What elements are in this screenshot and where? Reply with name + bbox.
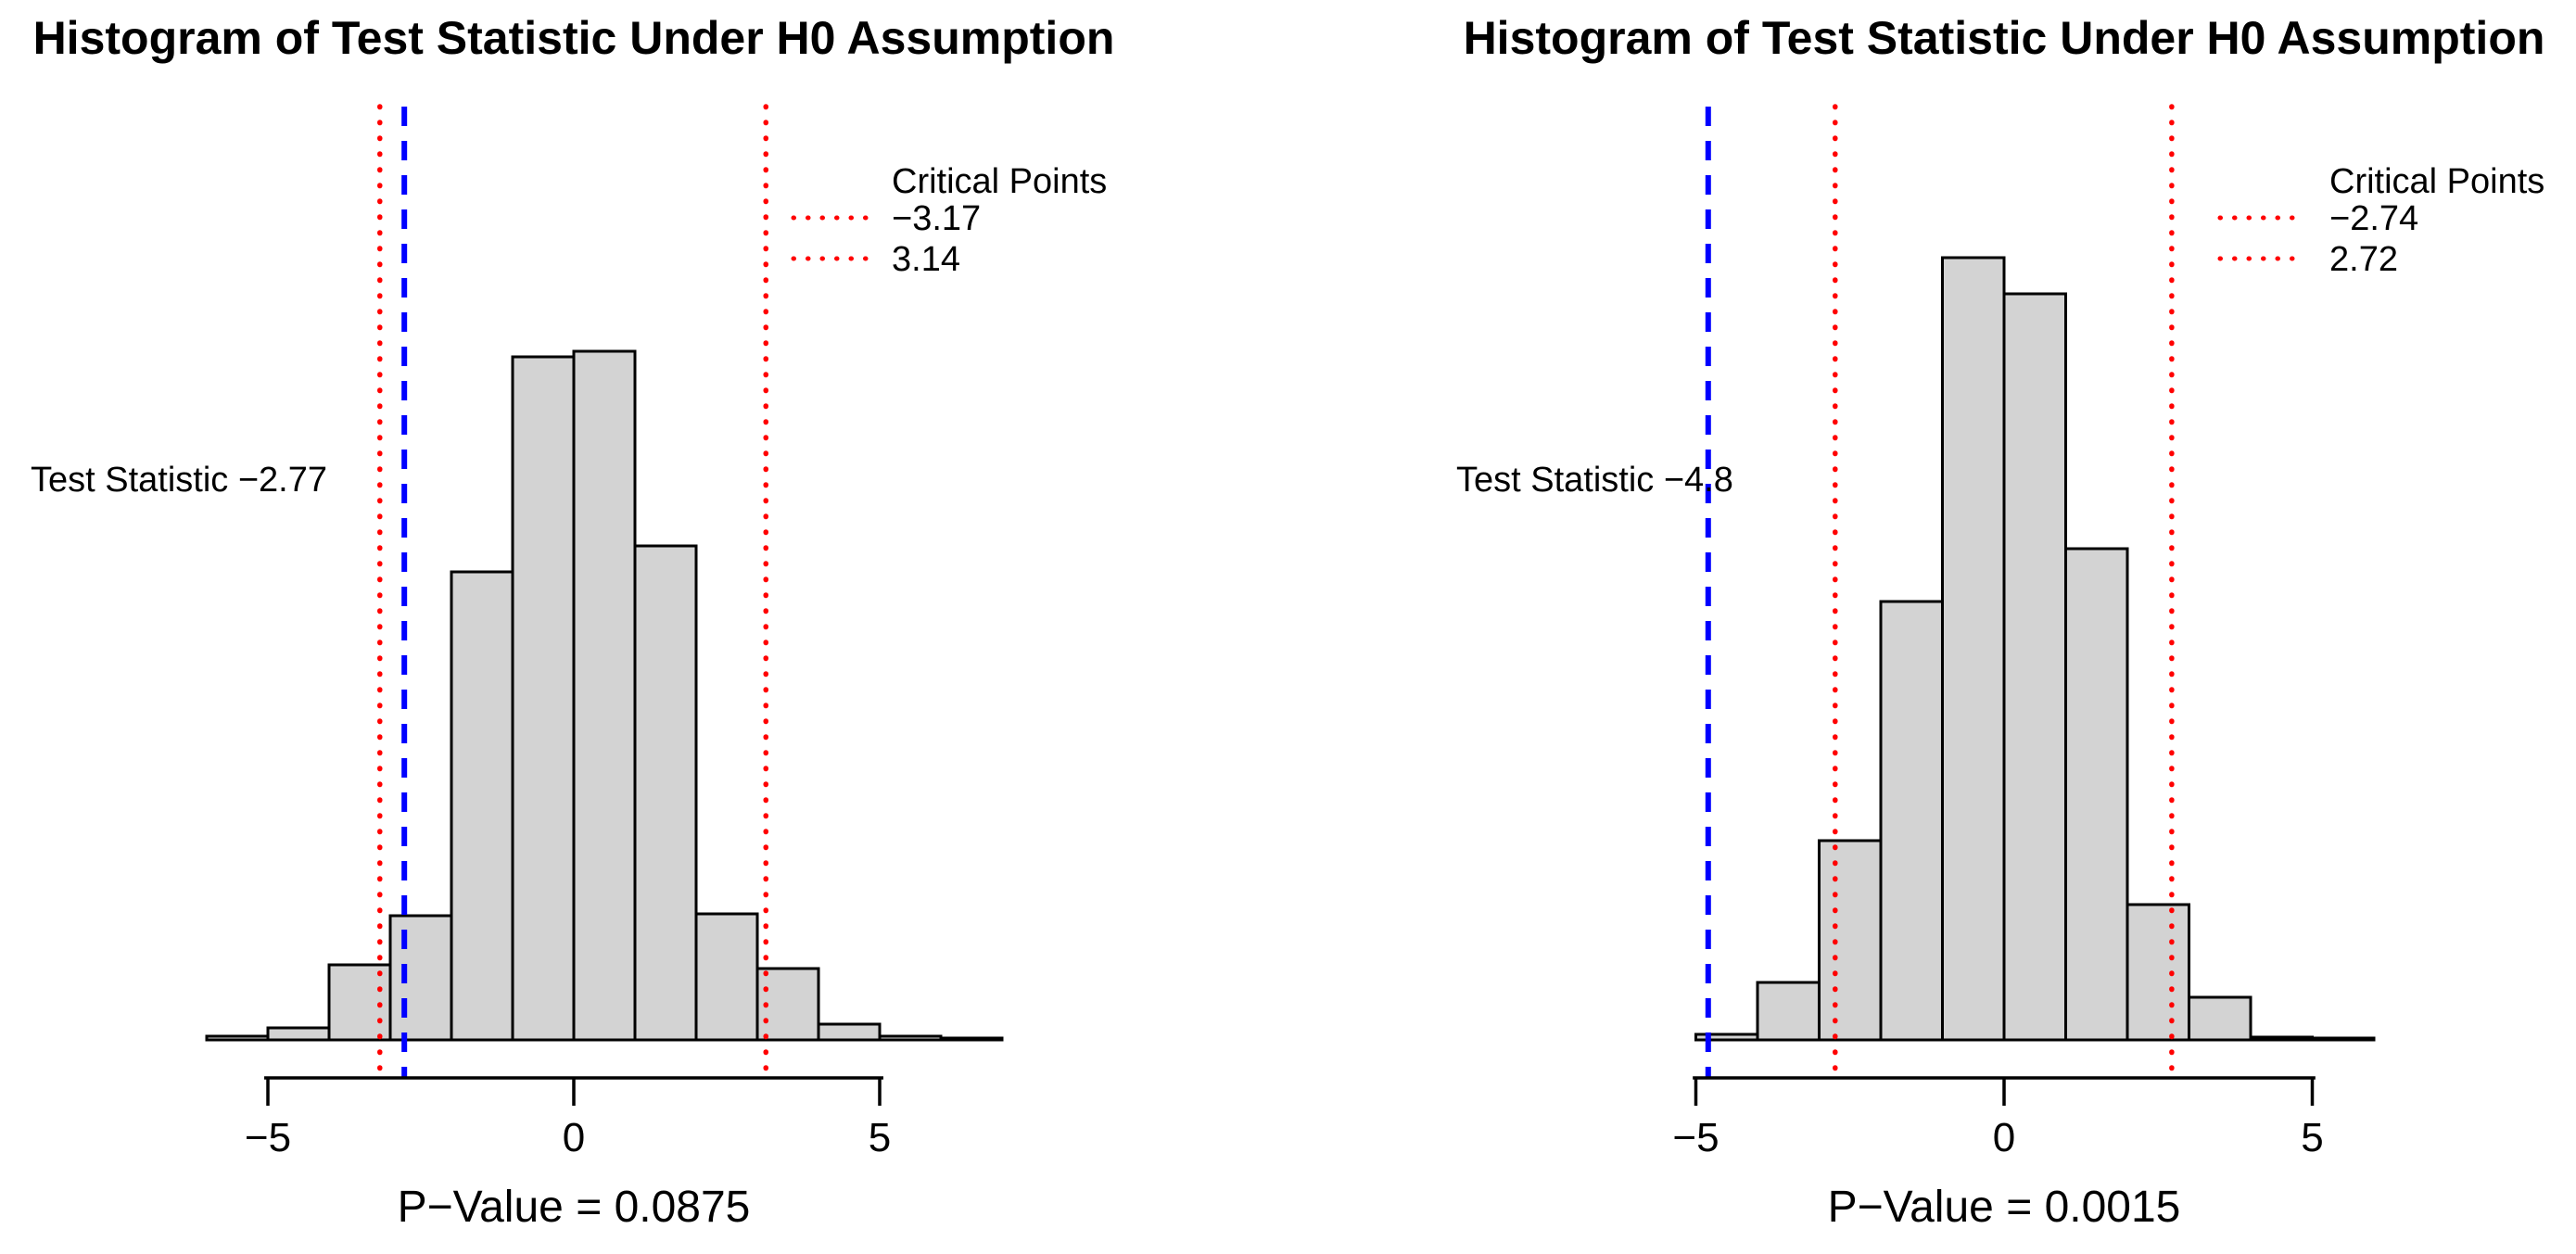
p-value-label: P−Value = 0.0875 <box>398 1183 751 1232</box>
histogram-bar <box>633 544 698 1042</box>
legend-entry-label: −2.74 <box>2329 199 2418 238</box>
x-axis-tick-label: 5 <box>2301 1115 2323 1160</box>
histogram-bar <box>878 1034 943 1042</box>
right-histogram-panel: −5 0 5 Histogram of Test Statistic Under H0… <box>1456 12 2544 1232</box>
histogram-bar <box>2249 1035 2314 1042</box>
histogram-bar <box>572 349 637 1042</box>
x-axis-tick-label: −5 <box>245 1115 291 1160</box>
histogram-bar <box>1818 839 1883 1042</box>
histogram-bar <box>939 1036 1004 1042</box>
x-axis-tick-label: 5 <box>869 1115 891 1160</box>
x-axis-tick-label: 0 <box>1993 1115 2015 1160</box>
legend-entry-label: −3.17 <box>892 199 981 238</box>
histogram-bar <box>205 1034 270 1042</box>
x-axis-tick-label: −5 <box>1672 1115 1719 1160</box>
chart-title: Histogram of Test Statistic Under H0 Ass… <box>1464 12 2545 64</box>
histogram-bar <box>2188 995 2252 1042</box>
legend-entry-label: 3.14 <box>892 240 960 279</box>
legend-entry-label: 2.72 <box>2329 240 2398 279</box>
histogram-bar <box>266 1026 331 1042</box>
histogram-bar <box>1694 1032 1759 1042</box>
histogram-bar <box>511 355 576 1042</box>
p-value-label: P−Value = 0.0015 <box>1828 1183 2181 1232</box>
histogram-bar <box>1756 981 1821 1042</box>
legend-title: Critical Points <box>2329 162 2544 201</box>
histogram-bar <box>1879 600 1944 1042</box>
test-statistic-label: Test Statistic −4.8 <box>1456 461 1733 500</box>
histogram-bar <box>2002 292 2067 1042</box>
histogram-bar <box>450 570 514 1042</box>
test-statistic-label: Test Statistic −2.77 <box>31 461 327 500</box>
histogram-bar <box>694 912 759 1042</box>
histogram-bar <box>2064 547 2129 1042</box>
left-histogram-panel: −5 0 5 Histogram of Test Statistic Under H0… <box>31 12 1114 1232</box>
histogram-bar <box>388 914 453 1042</box>
histogram-bar <box>2126 903 2190 1042</box>
histogram-bar <box>1941 256 2006 1042</box>
x-axis-tick-label: 0 <box>563 1115 585 1160</box>
legend-title: Critical Points <box>892 162 1107 201</box>
histogram-bar <box>817 1022 882 1042</box>
chart-title: Histogram of Test Statistic Under H0 Ass… <box>33 12 1115 64</box>
histogram-bar <box>2311 1036 2376 1042</box>
histogram-bar <box>327 963 392 1042</box>
